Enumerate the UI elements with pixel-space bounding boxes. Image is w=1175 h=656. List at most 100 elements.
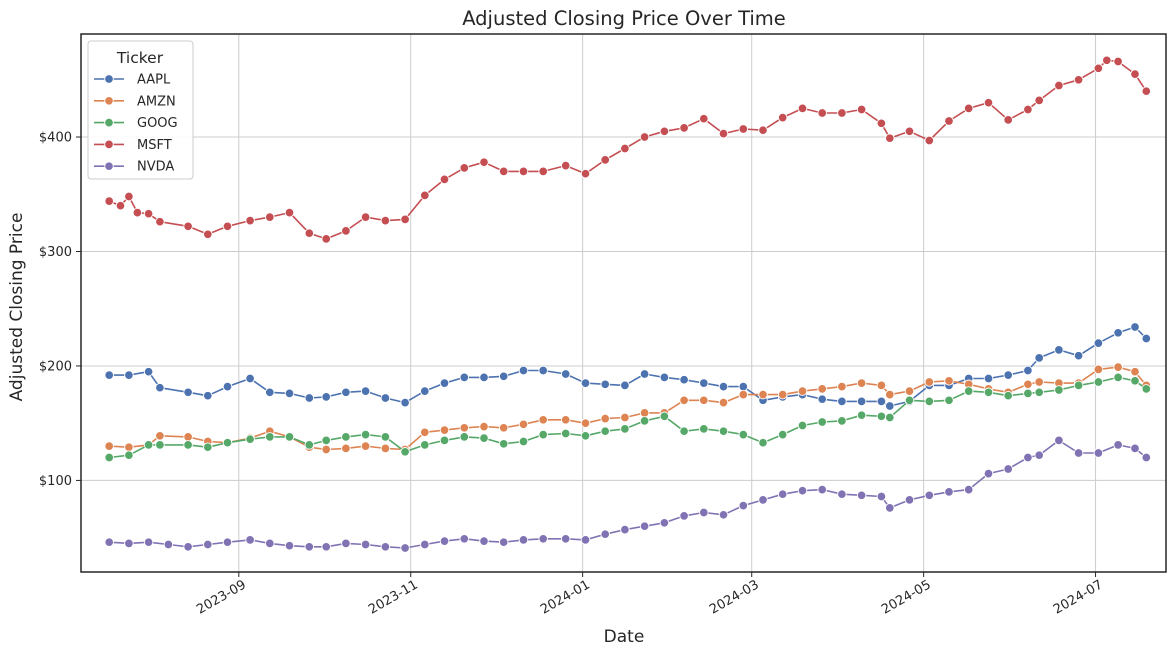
- legend-label: MSFT: [137, 138, 172, 153]
- legend-label: AAPL: [137, 73, 171, 88]
- data-point: [856, 410, 867, 420]
- data-point: [620, 380, 630, 391]
- data-point: [439, 378, 450, 388]
- data-point: [699, 378, 709, 388]
- data-point: [876, 380, 887, 391]
- data-point: [360, 212, 371, 222]
- data-point: [924, 490, 935, 501]
- data-point: [104, 196, 114, 206]
- data-point: [885, 389, 895, 400]
- data-point: [104, 370, 114, 380]
- data-point: [1003, 115, 1013, 125]
- data-point: [837, 381, 847, 392]
- x-tick-label: 2024-05: [879, 577, 934, 617]
- data-point: [518, 166, 529, 177]
- data-point: [203, 390, 213, 401]
- data-point: [321, 234, 331, 244]
- data-point: [265, 432, 275, 442]
- series-msft: [104, 55, 1152, 244]
- data-point: [1073, 75, 1084, 85]
- data-point: [600, 379, 610, 390]
- data-point: [817, 108, 827, 118]
- data-point: [155, 216, 165, 227]
- data-point: [1113, 440, 1123, 450]
- grid-layer: [81, 34, 1166, 572]
- data-point: [817, 484, 827, 495]
- data-point: [924, 396, 935, 407]
- data-point: [420, 539, 430, 550]
- data-point: [538, 166, 548, 177]
- data-point: [1130, 69, 1140, 79]
- data-point: [1113, 372, 1123, 383]
- data-point: [479, 157, 489, 167]
- legend-item-aapl: AAPL: [94, 73, 171, 88]
- data-point: [758, 437, 768, 448]
- series-layer: [104, 55, 1152, 553]
- data-point: [560, 369, 571, 379]
- data-point: [944, 376, 954, 386]
- data-point: [341, 538, 351, 549]
- data-point: [380, 432, 391, 442]
- data-point: [1130, 443, 1140, 454]
- data-point: [777, 429, 788, 440]
- data-point: [659, 372, 670, 383]
- data-point: [560, 428, 571, 439]
- data-point: [1141, 452, 1152, 463]
- y-axis-title: Adjusted Closing Price: [7, 213, 27, 402]
- data-point: [758, 125, 768, 135]
- data-point: [699, 424, 709, 434]
- data-point: [124, 442, 134, 452]
- data-point: [679, 426, 689, 436]
- y-tick-label: $200: [39, 359, 72, 374]
- data-point: [284, 388, 295, 399]
- data-point: [380, 542, 391, 552]
- data-point: [155, 431, 165, 441]
- data-point: [1034, 377, 1044, 387]
- data-point: [963, 484, 974, 495]
- data-point: [222, 537, 233, 547]
- data-point: [817, 417, 827, 427]
- data-point: [904, 126, 915, 137]
- data-point: [439, 425, 450, 435]
- data-point: [1093, 364, 1104, 375]
- data-point: [104, 441, 114, 451]
- data-point: [498, 423, 509, 433]
- data-point: [983, 373, 994, 384]
- data-point: [797, 103, 808, 114]
- data-point: [876, 396, 887, 407]
- data-point: [183, 221, 193, 232]
- data-point: [1034, 387, 1044, 398]
- data-point: [758, 389, 768, 400]
- data-point: [155, 440, 165, 450]
- legend-item-goog: GOOG: [94, 116, 178, 131]
- data-point: [420, 190, 430, 201]
- data-point: [245, 215, 255, 226]
- data-point: [876, 118, 887, 129]
- data-point: [341, 226, 351, 236]
- data-point: [143, 440, 154, 450]
- legend-label: NVDA: [137, 160, 174, 175]
- data-point: [420, 440, 430, 450]
- data-point: [856, 104, 867, 115]
- data-point: [115, 200, 126, 211]
- data-point: [265, 212, 275, 222]
- data-point: [183, 440, 193, 450]
- data-point: [518, 419, 529, 430]
- data-point: [265, 538, 275, 549]
- data-point: [400, 214, 410, 225]
- data-point: [1054, 435, 1064, 446]
- x-axis-title: Date: [604, 627, 645, 647]
- data-point: [245, 535, 255, 545]
- data-point: [718, 510, 729, 520]
- chart-title: Adjusted Closing Price Over Time: [462, 7, 786, 30]
- data-point: [639, 132, 650, 142]
- data-point: [439, 174, 450, 185]
- data-point: [498, 166, 509, 177]
- data-point: [1054, 385, 1064, 395]
- y-tick-label: $300: [39, 245, 72, 260]
- data-point: [856, 396, 867, 407]
- data-point: [143, 208, 154, 219]
- data-point: [183, 432, 193, 442]
- data-point: [284, 207, 295, 218]
- data-point: [360, 441, 371, 451]
